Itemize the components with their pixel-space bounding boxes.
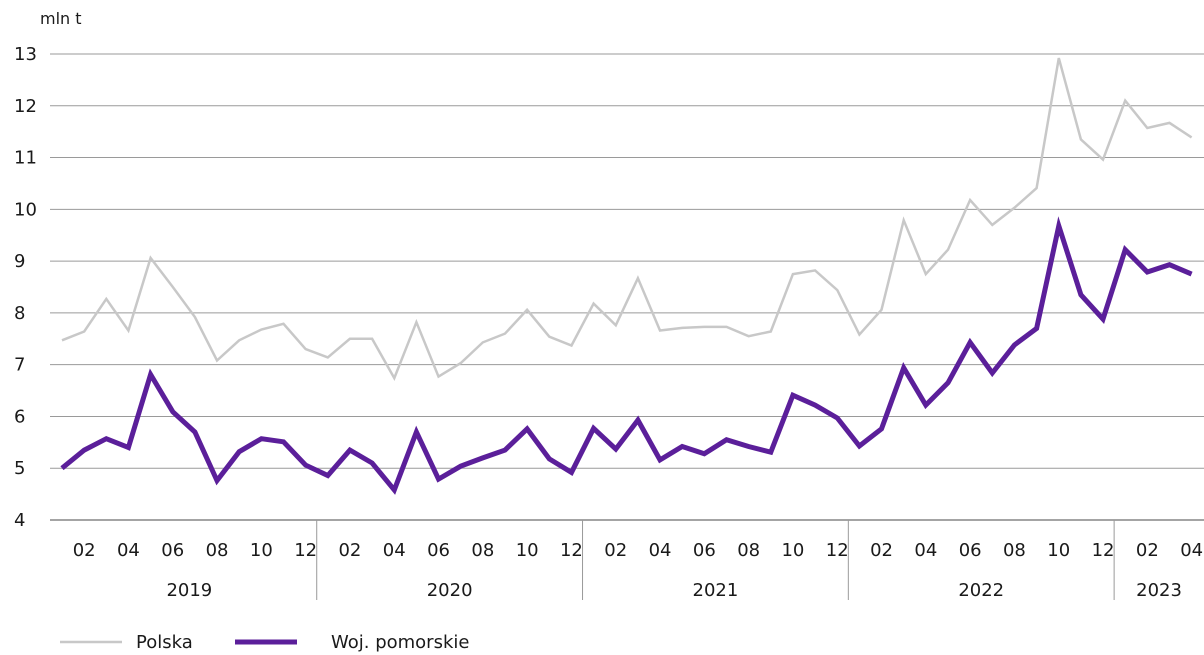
y-tick-label: 4: [14, 510, 25, 531]
year-label: 2021: [693, 580, 739, 601]
x-tick-label: 04: [383, 540, 406, 561]
x-tick-label: 08: [206, 540, 229, 561]
grid-lines: [50, 53, 1204, 521]
y-tick-label: 10: [14, 199, 37, 220]
x-tick-label: 12: [1092, 540, 1115, 561]
x-tick-label: 08: [737, 540, 760, 561]
x-tick-label: 12: [826, 540, 849, 561]
x-tick-label: 12: [294, 540, 317, 561]
x-tick-label: 04: [914, 540, 937, 561]
x-tick-label: 02: [73, 540, 96, 561]
y-tick-label: 7: [14, 355, 25, 376]
y-tick-label: 8: [14, 303, 25, 324]
y-tick-label: 6: [14, 406, 25, 427]
year-label: 2022: [958, 580, 1004, 601]
x-tick-label: 02: [870, 540, 893, 561]
y-tick-label: 9: [14, 251, 25, 272]
x-tick-label: 04: [117, 540, 140, 561]
x-tick-label: 12: [560, 540, 583, 561]
series-lines: [60, 57, 1193, 495]
x-tick-label: 10: [250, 540, 273, 561]
x-tick-label: 06: [161, 540, 184, 561]
series-line-woj-pomorskie: [60, 216, 1193, 495]
x-tick-label: 06: [427, 540, 450, 561]
axes: 4 5 6 7 8 9 10 11 12 13 02 04 06 08 10 12 02 04 06 08 10 12 02…: [14, 44, 1203, 601]
legend: Polska Woj. pomorskie: [60, 632, 469, 653]
x-tick-label: 06: [693, 540, 716, 561]
year-label: 2023: [1136, 580, 1182, 601]
x-tick-label: 02: [604, 540, 627, 561]
y-tick-label: 13: [14, 44, 37, 65]
x-tick-label: 02: [1136, 540, 1159, 561]
legend-label: Woj. pomorskie: [331, 632, 469, 653]
year-label: 2020: [427, 580, 473, 601]
year-label: 2019: [166, 580, 212, 601]
x-tick-label: 08: [1003, 540, 1026, 561]
x-tick-label: 08: [471, 540, 494, 561]
x-tick-label: 10: [781, 540, 804, 561]
y-tick-label: 11: [14, 148, 37, 169]
legend-label: Polska: [136, 632, 193, 653]
y-axis-unit-label: mln t: [40, 9, 82, 28]
y-tick-label: 5: [14, 458, 25, 479]
x-tick-label: 04: [1180, 540, 1203, 561]
x-tick-label: 02: [338, 540, 361, 561]
x-tick-label: 04: [649, 540, 672, 561]
x-tick-label: 10: [516, 540, 539, 561]
x-tick-label: 10: [1047, 540, 1070, 561]
y-tick-label: 12: [14, 96, 37, 117]
x-tick-label: 06: [959, 540, 982, 561]
series-line-polska: [61, 57, 1193, 381]
